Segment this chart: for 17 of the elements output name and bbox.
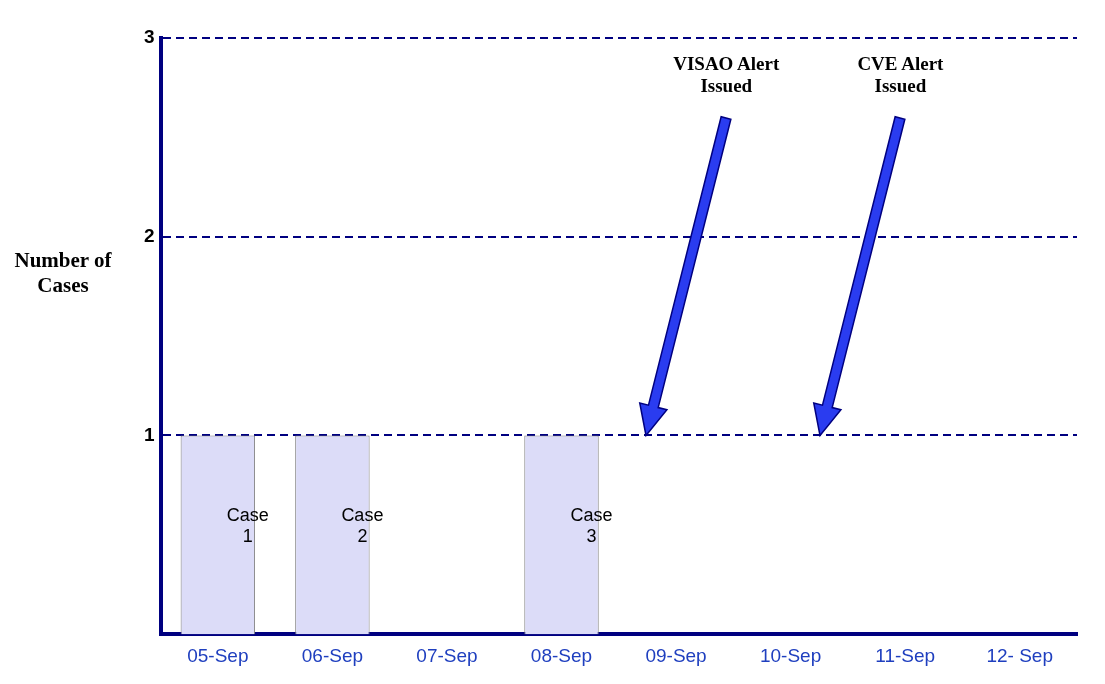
annotation: Case 2 [340,504,385,547]
annotation: Case 1 [225,504,270,547]
y-axis-title: Number of Cases [13,248,113,298]
x-tick-label: 07-Sep [416,644,478,666]
x-tick-label: 12- Sep [986,644,1053,666]
y-tick-label: 1 [143,423,155,445]
x-tick-label: 09-Sep [645,644,707,666]
annotation: Case 3 [569,504,614,547]
x-tick-label: 05-Sep [187,644,249,666]
x-tick-label: 11-Sep [875,644,936,666]
x-tick-label: 08-Sep [530,644,593,666]
x-tick-label: 10-Sep [759,644,822,666]
annotation: VISAO Alert Issued [672,53,781,97]
y-tick-label: 2 [143,224,155,246]
y-tick-label: 3 [143,26,155,48]
annotation: CVE Alert Issued [856,53,945,97]
x-tick-label: 06-Sep [301,644,364,666]
